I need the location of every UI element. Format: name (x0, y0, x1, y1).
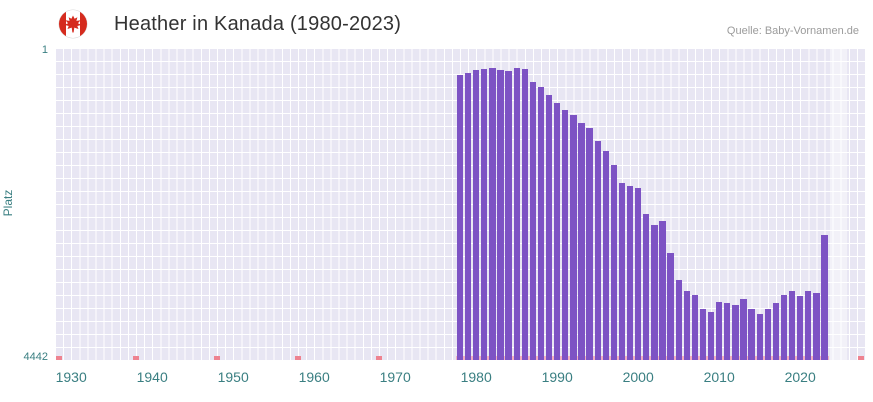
rank-bar[interactable] (805, 291, 812, 360)
plot-area[interactable] (55, 48, 865, 360)
x-tick-label: 1930 (55, 369, 87, 385)
y-tick-min: 4442 (23, 351, 48, 363)
rank-bar[interactable] (683, 291, 690, 360)
rank-bar[interactable] (505, 71, 512, 360)
rank-bar[interactable] (521, 69, 528, 360)
rank-bar[interactable] (756, 314, 763, 360)
rank-bar[interactable] (635, 188, 642, 360)
rank-bar[interactable] (602, 151, 609, 360)
rank-bar[interactable] (764, 308, 771, 360)
rank-bar[interactable] (772, 302, 780, 360)
rank-bar[interactable] (748, 308, 755, 360)
rank-bar[interactable] (570, 115, 577, 360)
rank-bar[interactable] (643, 213, 650, 360)
x-tick-label: 2000 (622, 369, 654, 385)
rank-bar[interactable] (586, 128, 593, 360)
rank-bar[interactable] (545, 95, 553, 360)
recent-year-highlight-band (830, 48, 848, 360)
rank-bar[interactable] (473, 69, 480, 360)
rank-bar[interactable] (699, 308, 707, 360)
rank-bar[interactable] (464, 73, 472, 360)
y-axis-title: Platz (1, 189, 15, 217)
source-credit: Quelle: Baby-Vornamen.de (726, 25, 859, 37)
no-data-strip (455, 356, 829, 360)
rank-bar[interactable] (813, 293, 820, 360)
rank-bar[interactable] (537, 87, 545, 360)
rank-bar[interactable] (529, 82, 537, 360)
rank-bar[interactable] (594, 140, 601, 360)
x-tick-label: 1990 (541, 369, 573, 385)
rank-bar[interactable] (618, 182, 626, 360)
canada-flag-icon (58, 9, 88, 39)
rank-bar[interactable] (716, 301, 723, 360)
rank-bar[interactable] (691, 294, 699, 360)
x-tick-label: 1960 (298, 369, 330, 385)
rank-bar[interactable] (740, 299, 747, 360)
rank-bar[interactable] (788, 291, 796, 360)
rank-bar[interactable] (562, 110, 569, 360)
rank-bar[interactable] (797, 295, 804, 360)
no-data-mark (133, 356, 139, 360)
rank-bar[interactable] (732, 305, 739, 360)
rank-bar[interactable] (659, 221, 666, 360)
rank-bar[interactable] (456, 75, 464, 360)
rank-bar[interactable] (626, 185, 634, 360)
rank-bar[interactable] (497, 69, 504, 360)
no-data-mark (295, 356, 301, 360)
rank-bar[interactable] (780, 294, 788, 360)
rank-bar[interactable] (481, 69, 488, 360)
rank-bar[interactable] (610, 165, 618, 360)
no-data-mark (56, 356, 63, 360)
rank-bar[interactable] (675, 280, 682, 360)
rank-bar[interactable] (554, 102, 561, 360)
rank-bar[interactable] (821, 234, 828, 360)
rank-bar[interactable] (651, 224, 658, 360)
x-tick-label: 1980 (460, 369, 492, 385)
x-tick-label: 2020 (784, 369, 816, 385)
y-tick-max: 1 (41, 44, 48, 56)
rank-bar[interactable] (707, 312, 715, 360)
rank-bar[interactable] (489, 68, 496, 360)
x-tick-label: 2010 (703, 369, 735, 385)
x-tick-label: 1940 (136, 369, 168, 385)
no-data-mark (376, 356, 382, 360)
x-tick-label: 1970 (379, 369, 411, 385)
rank-bar[interactable] (513, 67, 520, 360)
rank-bar[interactable] (667, 253, 674, 360)
rank-bar[interactable] (578, 123, 585, 360)
x-tick-label: 1950 (217, 369, 249, 385)
no-data-mark (214, 356, 220, 360)
chart-title: Heather in Kanada (1980-2023) (114, 13, 402, 35)
x-axis-labels: 1930 1940 1950 1960 1970 1980 1990 2000 2010 2020 (55, 369, 865, 391)
no-data-mark (857, 356, 864, 360)
rank-bar[interactable] (724, 302, 731, 360)
